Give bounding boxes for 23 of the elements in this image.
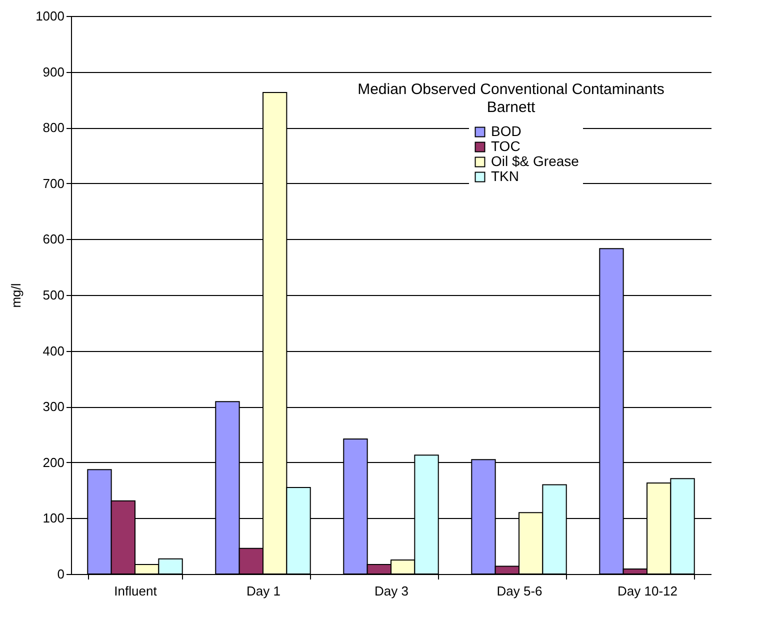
y-tick-label: 500: [42, 288, 64, 302]
text: Barnett: [486, 99, 536, 116]
legend-label: TKN: [491, 168, 519, 184]
y-tick-label: 0: [57, 566, 64, 582]
y-tick-label: 100: [42, 510, 64, 526]
y-tick-label: 400: [42, 343, 64, 358]
y-axis-title: mg/l: [8, 283, 24, 308]
legend-label: BOD: [491, 123, 522, 139]
legend-label: TOC: [491, 138, 520, 154]
y-tick-label: 700: [42, 176, 64, 191]
y-tick-label: 300: [42, 399, 64, 414]
y-tick-label: 200: [42, 454, 64, 470]
y-tick-label: 800: [42, 120, 64, 136]
y-tick-label: 600: [42, 232, 64, 247]
x-tick-label: Influent: [114, 584, 158, 598]
x-tick-label: Day 5-6: [496, 584, 542, 598]
y-tick-label: 900: [42, 64, 64, 80]
text: Median Observed Conventional Contaminants: [358, 81, 664, 98]
y-tick-label: 1000: [36, 8, 64, 24]
x-tick-label: Day 1: [246, 584, 280, 598]
x-tick-label: Day 10-12: [618, 584, 678, 598]
x-tick-label: Day 3: [374, 584, 408, 598]
legend-label: Oil $& Grease: [491, 153, 580, 169]
